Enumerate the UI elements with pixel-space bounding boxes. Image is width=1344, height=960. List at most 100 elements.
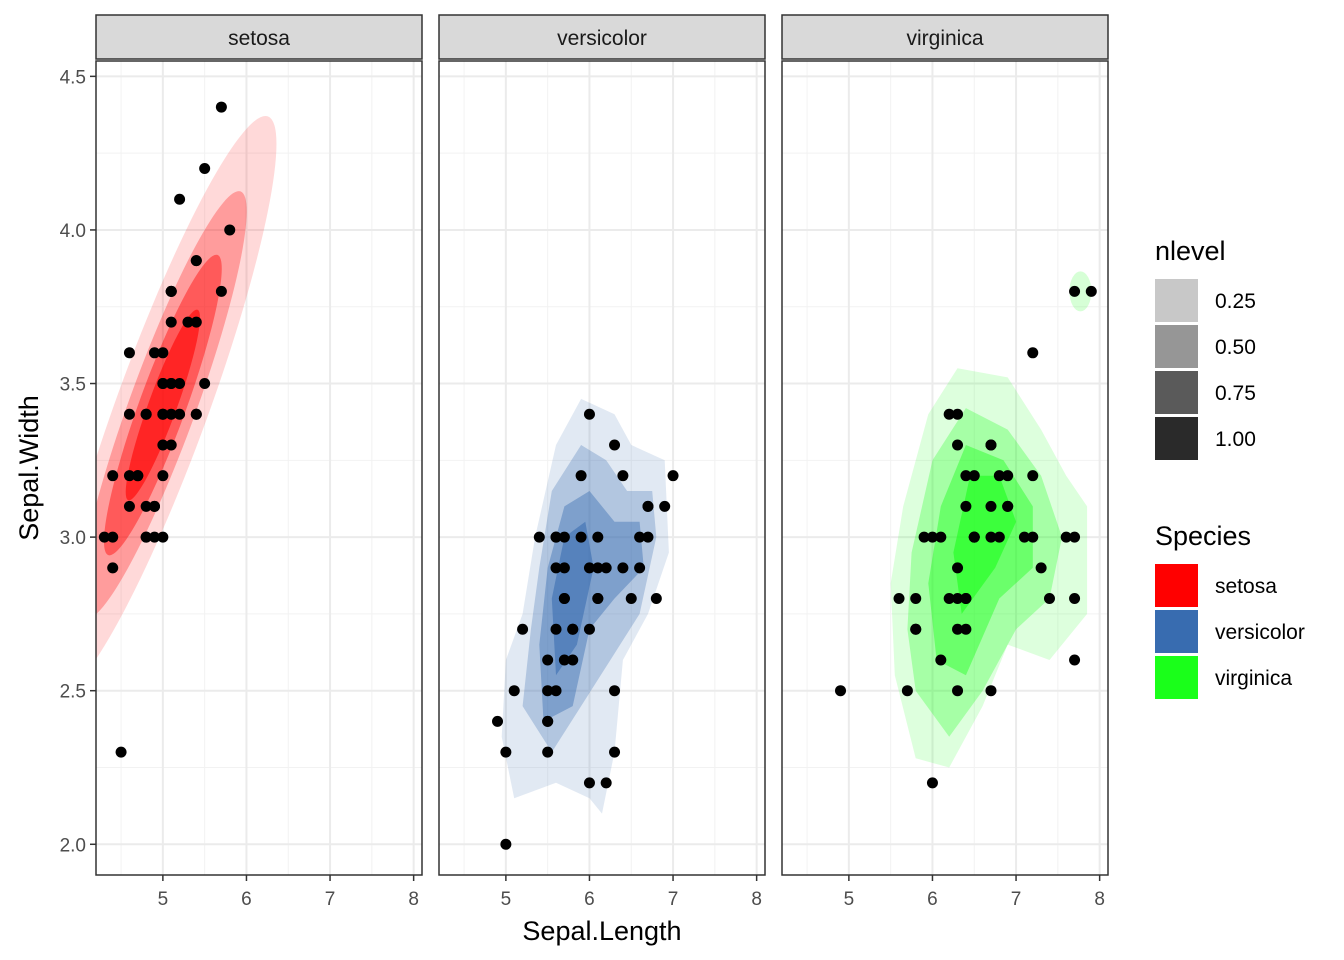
data-point-setosa [157,378,169,390]
data-point-versicolor [542,746,554,758]
data-point-versicolor [575,470,587,482]
data-point-setosa [98,531,110,543]
data-point-virginica [901,685,913,697]
facet-panel-versicolor: versicolor 5 6 7 8 [438,14,766,910]
data-point-versicolor [508,685,520,697]
data-point-versicolor [609,685,621,697]
data-point-virginica [918,531,930,543]
panel-border-virginica [781,60,1109,876]
panel-background-virginica [782,61,1108,875]
x-tick-label: 7 [325,889,336,910]
y-tick-label: 4.5 [60,67,86,88]
x-tick-label: 5 [501,889,512,910]
legend-label-nlevel: 0.50 [1215,336,1256,359]
data-point-versicolor [583,623,595,635]
data-point-setosa [174,193,186,205]
data-point-setosa [165,316,177,328]
data-point-setosa [165,408,177,420]
data-point-virginica [985,439,997,451]
data-point-setosa [190,408,202,420]
data-point-versicolor [617,470,629,482]
data-point-versicolor [583,408,595,420]
data-point-virginica [1069,285,1081,297]
data-point-versicolor [600,777,612,789]
data-point-virginica [926,777,938,789]
legend-label-nlevel: 0.25 [1215,290,1256,313]
legend-key-nlevel [1155,279,1198,322]
data-point-setosa [157,470,169,482]
data-point-setosa [165,378,177,390]
data-point-versicolor [617,562,629,574]
data-point-setosa [199,378,211,390]
facet-strip-label-versicolor: versicolor [557,27,647,50]
x-tick-label: 7 [668,889,679,910]
x-axis-title: Sepal.Length [522,916,681,946]
data-point-setosa [165,439,177,451]
data-point-setosa [199,163,211,175]
data-point-versicolor [567,654,579,666]
data-point-versicolor [558,654,570,666]
data-point-setosa [182,316,194,328]
legend-label-species: setosa [1215,575,1277,598]
data-point-virginica [985,500,997,512]
data-point-setosa [149,531,161,543]
data-point-virginica [985,685,997,697]
legend-key-species [1155,564,1198,607]
data-point-versicolor [592,531,604,543]
data-point-virginica [926,531,938,543]
data-point-setosa [174,378,186,390]
data-point-versicolor [558,562,570,574]
legend-key-nlevel [1155,417,1198,460]
density-contour-setosa [125,309,201,501]
data-point-versicolor [542,685,554,697]
data-point-versicolor [533,531,545,543]
data-point-versicolor [583,777,595,789]
data-point-versicolor [592,593,604,605]
data-point-versicolor [642,531,654,543]
data-point-virginica [1069,593,1081,605]
data-point-virginica [1043,593,1055,605]
data-point-setosa [132,470,144,482]
data-point-setosa [123,500,135,512]
data-point-versicolor [600,562,612,574]
data-point-virginica [893,593,905,605]
y-tick-label: 4.0 [60,221,86,242]
x-tick-label: 8 [408,889,419,910]
panel-border-setosa [95,60,423,876]
data-point-virginica [952,439,964,451]
data-point-setosa [123,347,135,359]
facet-strip-virginica [781,14,1109,60]
data-point-setosa [157,439,169,451]
data-point-virginica [952,593,964,605]
legend-label-species: virginica [1215,667,1292,690]
legend-title-species: Species [1155,521,1251,551]
data-point-virginica [968,470,980,482]
facet-strip-versicolor [438,14,766,60]
panel-content-versicolor [439,61,765,875]
data-point-virginica [1035,562,1047,574]
data-point-setosa [115,746,127,758]
legend-label-species: versicolor [1215,621,1305,644]
panel-background-versicolor [439,61,765,875]
data-point-versicolor [625,593,637,605]
legend-species: Species setosa versicolor virginica [1155,521,1305,699]
x-tick-label: 7 [1011,889,1022,910]
facet-strip-setosa [95,14,423,60]
data-point-virginica [952,408,964,420]
data-point-setosa [140,531,152,543]
data-point-virginica [968,531,980,543]
facet-strip-label-setosa: setosa [228,27,290,50]
data-point-versicolor [492,715,504,727]
data-point-setosa [140,500,152,512]
data-point-setosa [174,408,186,420]
data-point-versicolor [550,685,562,697]
data-point-versicolor [550,562,562,574]
data-point-virginica [960,470,972,482]
x-tick-label: 5 [158,889,169,910]
legend-nlevel: nlevel 0.25 0.50 0.75 1.00 [1155,236,1256,460]
x-tick-label: 6 [927,889,938,910]
data-point-virginica [952,685,964,697]
data-point-virginica [960,500,972,512]
data-point-virginica [935,531,947,543]
data-point-versicolor [542,654,554,666]
